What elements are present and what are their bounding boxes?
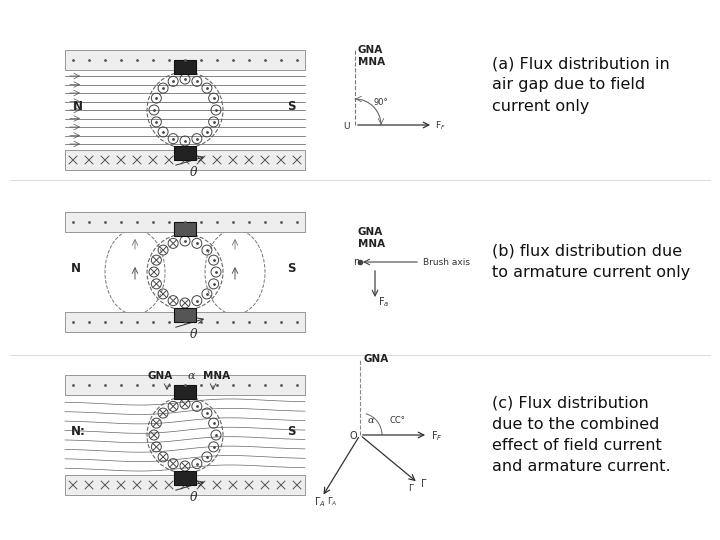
Text: F$_a$: F$_a$ bbox=[378, 295, 390, 309]
Text: S: S bbox=[287, 262, 295, 275]
Text: S: S bbox=[287, 425, 295, 438]
Text: GNA: GNA bbox=[147, 371, 172, 381]
Bar bbox=[174, 471, 196, 485]
Bar bbox=[65, 50, 305, 70]
Text: MNA: MNA bbox=[358, 57, 385, 67]
Bar bbox=[65, 312, 305, 332]
Text: (a) Flux distribution in
air gap due to field
current only: (a) Flux distribution in air gap due to … bbox=[492, 57, 670, 113]
Text: Brush axis: Brush axis bbox=[423, 258, 470, 267]
Bar bbox=[65, 375, 305, 395]
Text: MNA: MNA bbox=[358, 239, 385, 249]
Text: F$_F$: F$_F$ bbox=[435, 120, 446, 132]
Text: GNA: GNA bbox=[363, 354, 388, 364]
Text: Γ: Γ bbox=[421, 479, 426, 489]
Text: U: U bbox=[343, 122, 349, 131]
Bar bbox=[174, 146, 196, 160]
Bar bbox=[174, 308, 196, 322]
Text: θ: θ bbox=[190, 166, 197, 179]
Text: n: n bbox=[353, 257, 359, 267]
Text: F$_F$: F$_F$ bbox=[431, 429, 443, 443]
Text: (c) Flux distribution
due to the combined
effect of field current
and armature c: (c) Flux distribution due to the combine… bbox=[492, 396, 670, 474]
Text: Γ$_A$: Γ$_A$ bbox=[327, 496, 338, 509]
Text: GNA: GNA bbox=[358, 227, 383, 237]
Text: GNA: GNA bbox=[358, 45, 383, 55]
Text: CC°: CC° bbox=[390, 416, 406, 425]
Bar bbox=[174, 385, 196, 399]
Bar bbox=[65, 150, 305, 170]
Text: S: S bbox=[287, 100, 295, 113]
Text: 90°: 90° bbox=[373, 98, 387, 107]
Text: θ: θ bbox=[190, 491, 197, 504]
Text: α: α bbox=[188, 371, 196, 381]
Text: O: O bbox=[350, 431, 358, 441]
Text: α: α bbox=[368, 416, 374, 425]
Text: MNA: MNA bbox=[203, 371, 230, 381]
Text: (b) flux distribution due
to armature current only: (b) flux distribution due to armature cu… bbox=[492, 244, 690, 280]
Bar bbox=[174, 222, 196, 236]
Bar bbox=[65, 475, 305, 495]
Text: N:: N: bbox=[71, 425, 86, 438]
Bar bbox=[174, 60, 196, 74]
Text: N: N bbox=[73, 100, 83, 113]
Text: θ: θ bbox=[190, 328, 197, 341]
Bar bbox=[65, 212, 305, 232]
Text: Γ: Γ bbox=[408, 484, 413, 493]
Text: Γ$_A$: Γ$_A$ bbox=[314, 495, 325, 509]
Text: N: N bbox=[71, 262, 81, 275]
